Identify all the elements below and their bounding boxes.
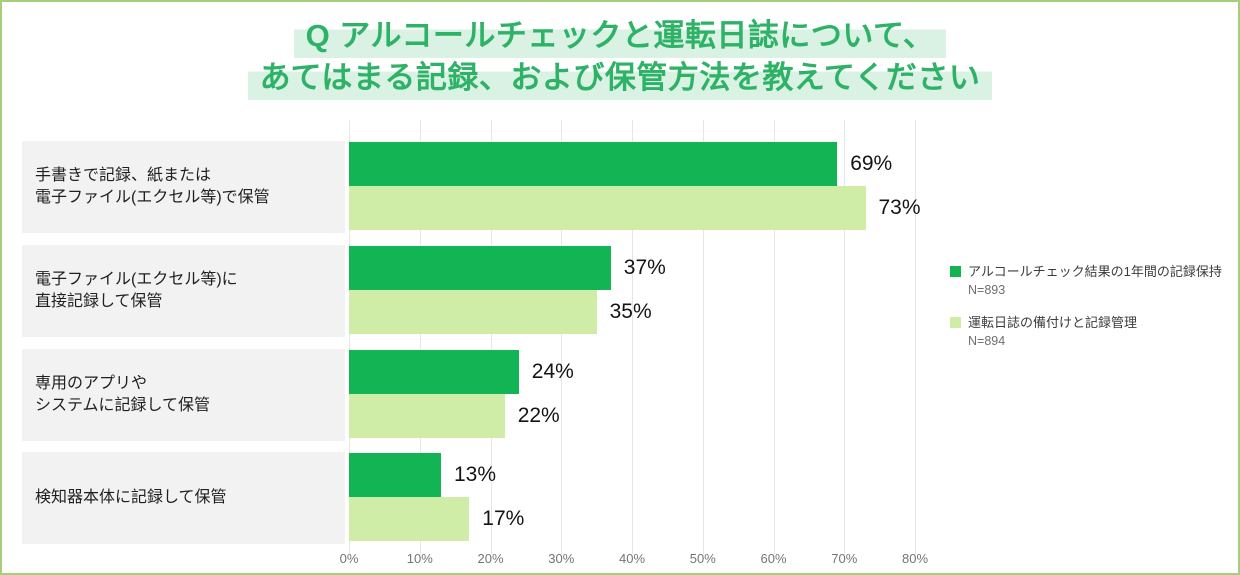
value-label: 24% [531,360,574,383]
category-row: 検知器本体に記録して保管 13% 17% [22,452,1232,544]
legend-swatch-series2-icon [950,317,961,328]
value-label: 73% [878,196,921,219]
value-label: 35% [609,300,652,323]
x-tick-label: 80% [901,551,929,566]
x-tick-label: 20% [477,551,504,566]
category-label-line: 専用のアプリや [35,375,148,392]
category-label-line: システムに記録して保管 [35,397,211,414]
chart-title: Q アルコールチェックと運転日誌について、 あてはまる記録、および保管方法を教え… [2,16,1238,100]
legend-label-series2: 運転日誌の備付けと記録管理 [968,315,1138,330]
value-label: 37% [623,256,666,279]
value-label: 22% [517,404,560,427]
x-tick-label: 10% [406,551,433,566]
x-tick-label: 50% [689,551,716,566]
plot-area [349,120,919,554]
legend-n-series2: N=894 [968,334,1006,348]
gridline [490,120,492,554]
legend-swatch-series1-icon [950,266,961,277]
category-label: 手書きで記録、紙または電子ファイル(エクセル等)で保管 [22,141,345,233]
category-label-line: 電子ファイル(エクセル等)で保管 [35,189,270,206]
bar-series2: 22% [349,394,560,438]
category-label-line: 検知器本体に記録して保管 [35,489,227,506]
value-label: 17% [482,507,525,530]
category-row: 手書きで記録、紙または電子ファイル(エクセル等)で保管 69% 73% [22,141,1232,233]
category-label: 電子ファイル(エクセル等)に 直接記録して保管 [22,245,345,337]
legend: アルコールチェック結果の1年間の記録保持 N=893 運転日誌の備付けと記録管理… [950,264,1222,349]
gridline [632,120,633,554]
x-tick-label: 0% [339,551,359,566]
gridline [349,120,350,554]
legend-item-series1: アルコールチェック結果の1年間の記録保持 N=893 [950,264,1222,298]
x-tick-label: 70% [831,551,858,566]
category-row: 電子ファイル(エクセル等)に 直接記録して保管 37% 35% [22,245,1232,337]
legend-n-series1: N=893 [968,283,1006,297]
value-label: 69% [850,152,893,175]
legend-item-series2: 運転日誌の備付けと記録管理 N=894 [950,315,1222,349]
category-label-line: 手書きで記録、紙または [35,167,212,184]
legend-label-series1: アルコールチェック結果の1年間の記録保持 [968,264,1222,279]
category-label-line: 電子ファイル(エクセル等)に [35,271,238,288]
bar-series2: 17% [349,497,524,541]
category-label-line: 直接記録して保管 [35,293,163,310]
x-axis: 0% 10% 20% 30% 40% 50% 60% 70% 80% [340,551,928,571]
chart-rows: 手書きで記録、紙または電子ファイル(エクセル等)で保管 69% 73% 電子ファイル(… [22,141,1232,545]
gridline [419,120,421,554]
gridline [773,120,775,554]
bar-series1: 13% [349,453,496,497]
x-tick-label: 40% [618,551,646,566]
x-tick-label: 60% [760,551,787,566]
bar-series1: 69% [349,142,892,186]
chart-title-line2: あてはまる記録、および保管方法を教えてください [247,58,993,100]
x-tick-label: 30% [548,551,575,566]
category-label: 検知器本体に記録して保管 [22,452,345,544]
gridline [561,120,563,554]
bar-series1: 37% [349,246,666,290]
category-label: 専用のアプリやシステムに記録して保管 [22,349,345,441]
gridline [844,120,846,554]
gridline [702,120,704,554]
bar-series2: 73% [349,186,921,230]
value-label: 13% [454,463,497,486]
bar-series2: 35% [349,290,652,334]
chart-title-line1: Q アルコールチェックと運転日誌について、 [293,16,947,58]
gridline [915,120,916,554]
category-row: 専用のアプリやシステムに記録して保管 24% 22% [22,349,1232,441]
bar-series1: 24% [349,350,574,394]
